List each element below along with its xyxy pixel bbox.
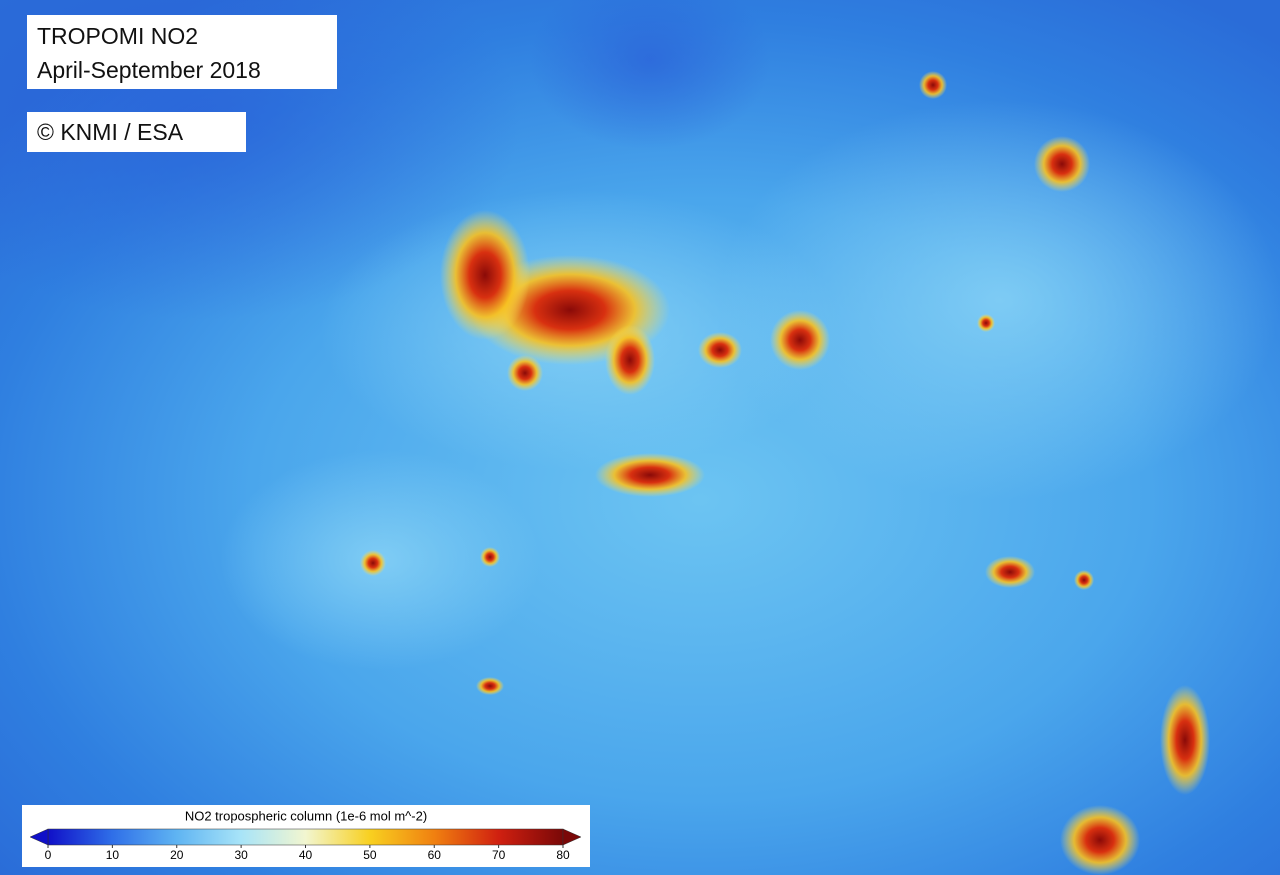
map-title: TROPOMI NO2 <box>37 23 199 49</box>
title-box: TROPOMI NO2 April-September 2018 <box>27 15 337 89</box>
colorbar-tick-label: 10 <box>106 848 120 862</box>
colorbar-tick-label: 20 <box>170 848 184 862</box>
hotspots <box>360 71 1210 875</box>
credit-box: © KNMI / ESA <box>27 112 246 152</box>
colorbar-tick-label: 60 <box>428 848 442 862</box>
map-period: April-September 2018 <box>37 57 261 83</box>
colorbar-tick-label: 80 <box>556 848 570 862</box>
colorbar-arrow-high <box>562 828 582 846</box>
colorbar-arrow-low <box>29 828 49 846</box>
colorbar-title: NO2 tropospheric column (1e-6 mol m^-2) <box>185 808 427 823</box>
colorbar: NO2 tropospheric column (1e-6 mol m^-2) … <box>29 808 582 862</box>
colorbar-tick-label: 40 <box>299 848 313 862</box>
colorbar-tick-label: 0 <box>45 848 52 862</box>
colorbar-tick-label: 50 <box>363 848 377 862</box>
colorbar-tick-label: 70 <box>492 848 506 862</box>
colorbar-box: NO2 tropospheric column (1e-6 mol m^-2) … <box>22 805 590 867</box>
colorbar-tick-label: 30 <box>234 848 248 862</box>
colorbar-ramp <box>47 828 564 846</box>
credit: © KNMI / ESA <box>37 119 184 145</box>
